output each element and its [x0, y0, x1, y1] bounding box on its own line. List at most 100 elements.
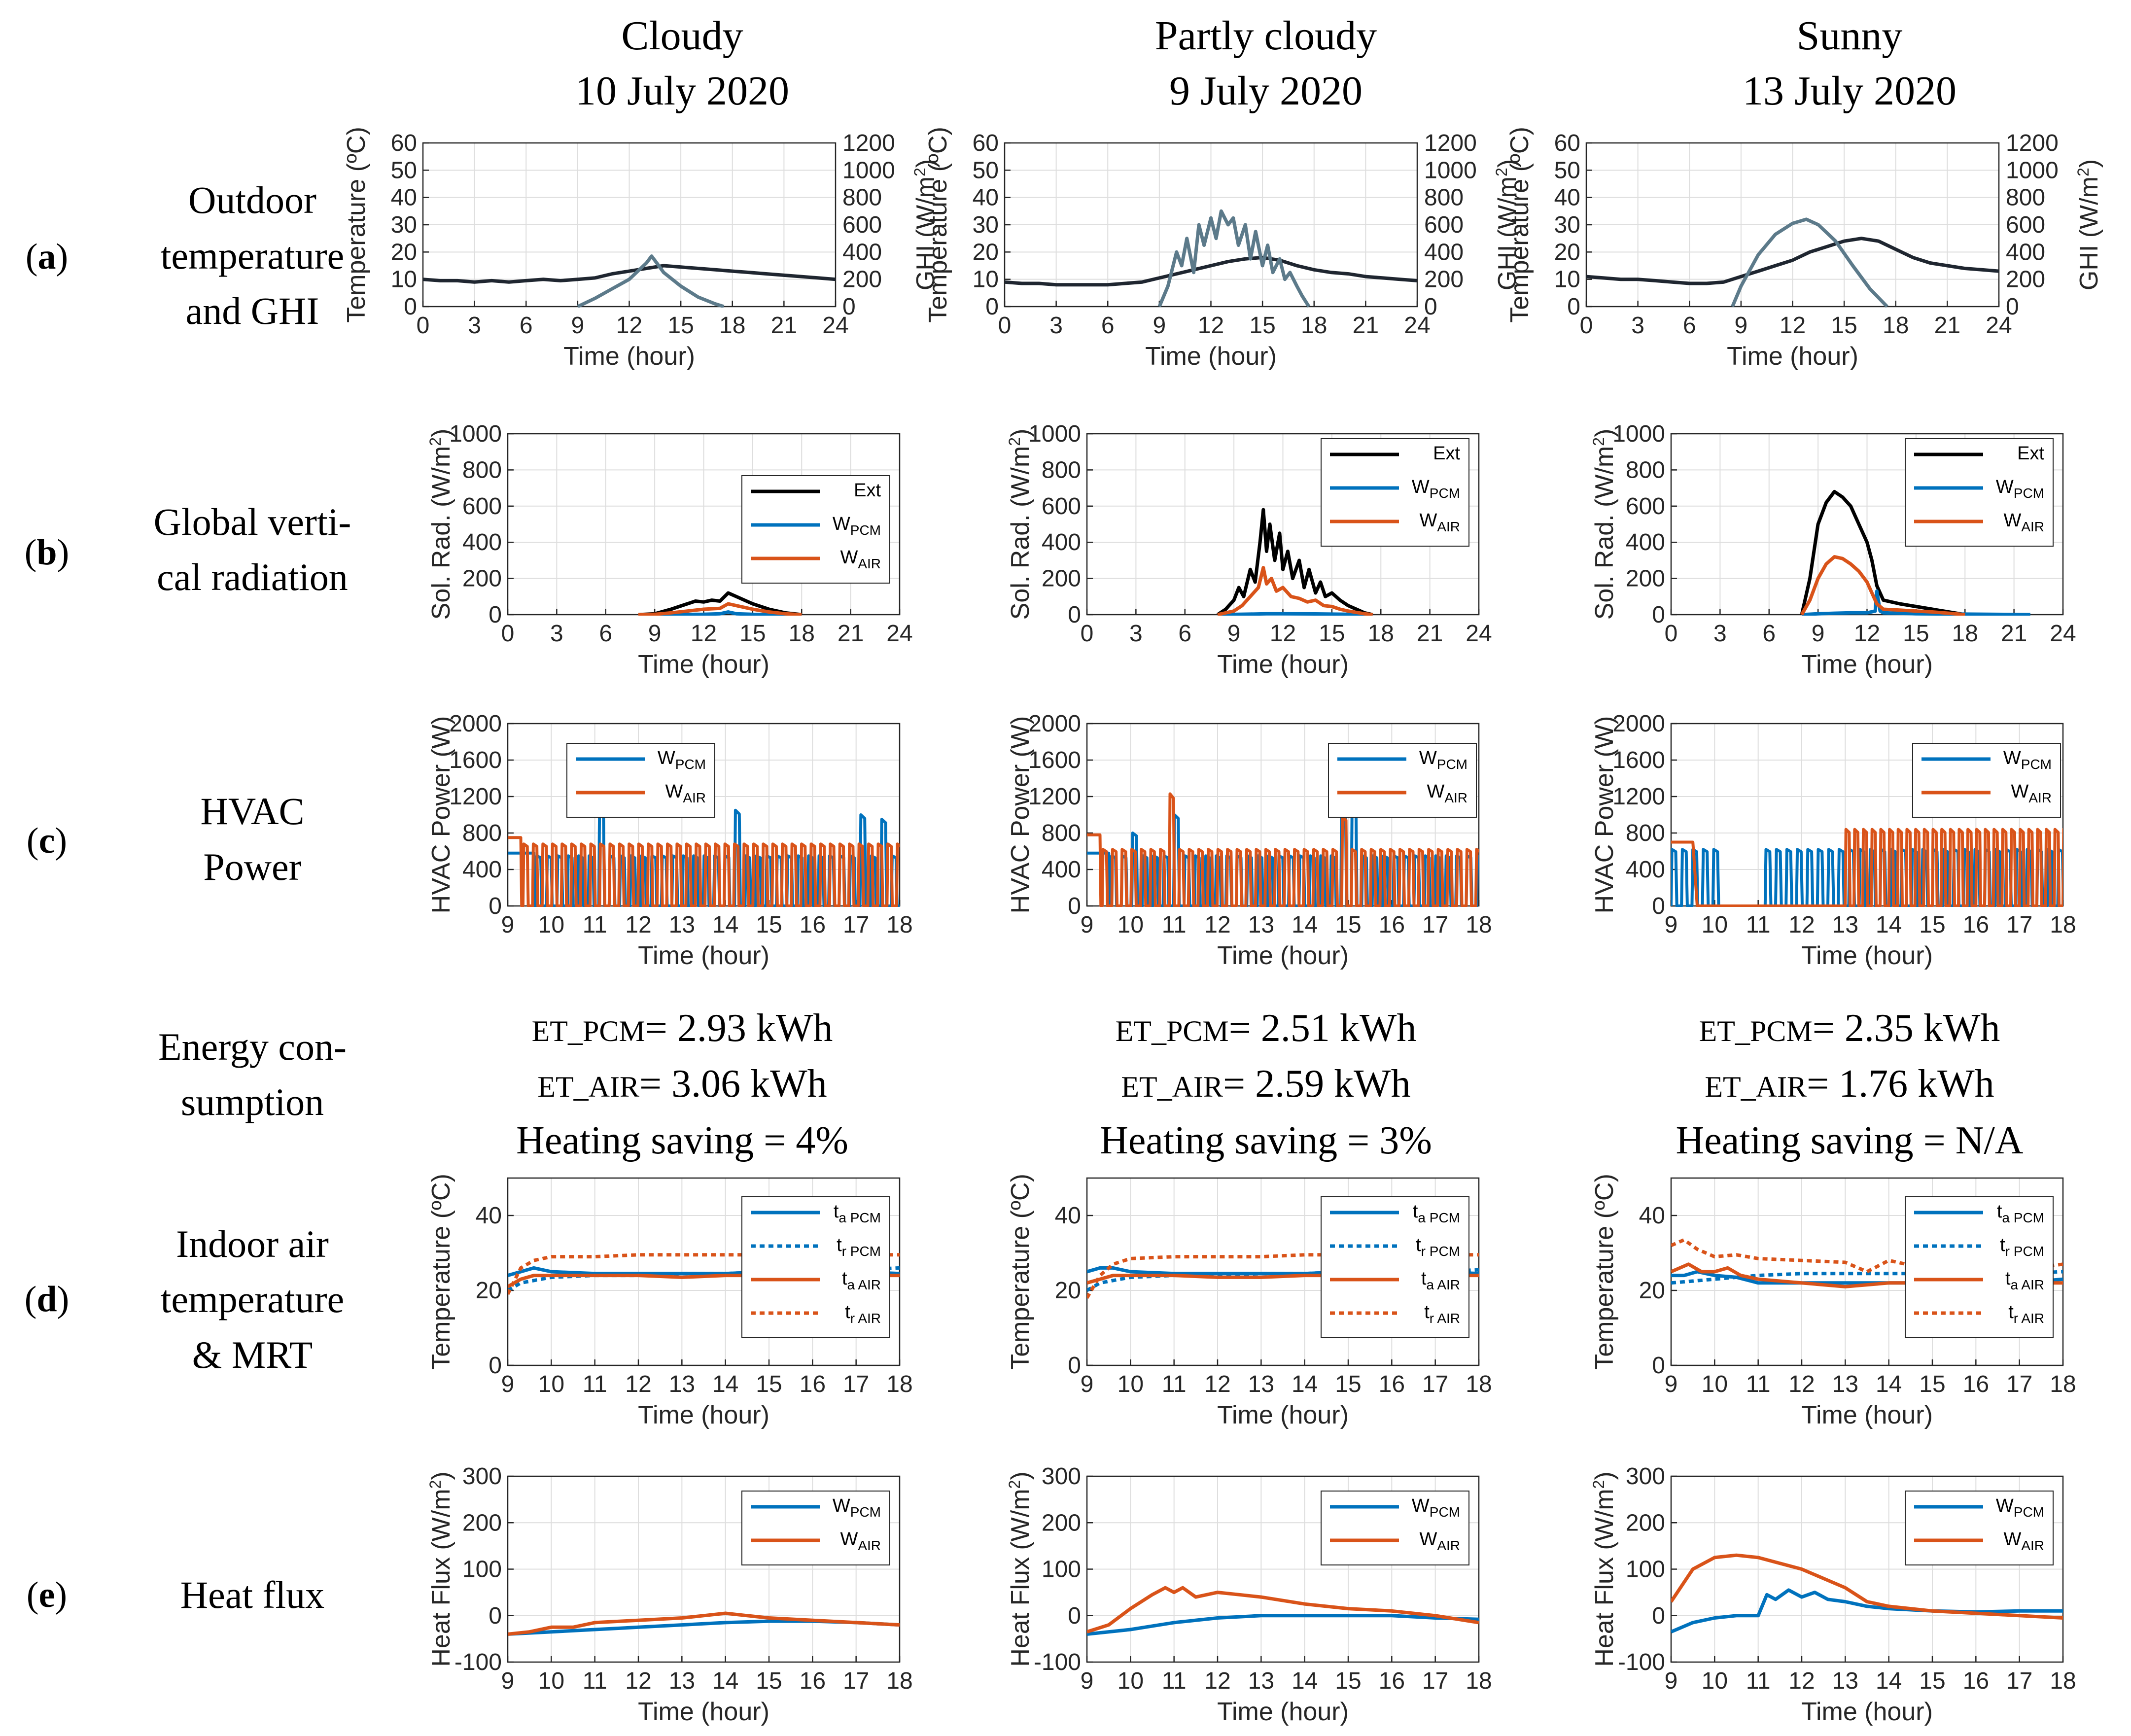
- y2-axis-label: GHI (W/m2): [1493, 159, 1522, 290]
- energy-air-cloudy: ET_AIR= 3.06 kWh: [537, 1062, 827, 1106]
- x-axis-label: Time (hour): [638, 650, 769, 679]
- y-label-sup: 2: [1590, 437, 1607, 446]
- x-tick-label: 18: [1368, 621, 1394, 647]
- x-tick-label: 24: [1404, 312, 1430, 339]
- x-tick-label: 24: [2050, 621, 2076, 647]
- x-tick-label: 10: [538, 1371, 564, 1397]
- y-tick-label: 20: [1554, 239, 1580, 265]
- legend-main: W: [665, 781, 683, 802]
- y-label-text: Heat Flux (W/m: [1006, 1489, 1035, 1667]
- y-axis-label: HVAC Power (W): [1590, 716, 1619, 914]
- y2-label-text: GHI (W/m: [1493, 176, 1522, 290]
- x-tick-label: 16: [800, 1668, 826, 1694]
- series-line-ext: [638, 591, 802, 616]
- series-line-wpcm: [1087, 1614, 1479, 1636]
- legend-label-wpcm: WPCM: [833, 514, 881, 538]
- y-tick-label: 0: [489, 893, 502, 919]
- row-label-c-line2: Power: [203, 845, 301, 888]
- y-tick-label: 20: [1639, 1278, 1665, 1304]
- y-tick-label: 800: [1626, 457, 1665, 483]
- x-tick-label: 21: [771, 312, 797, 339]
- y-tick-label: 1000: [449, 421, 502, 447]
- x-tick-label: 18: [1952, 621, 1978, 647]
- y-tick-label: 100: [462, 1557, 502, 1583]
- y2-tick-label: 0: [842, 294, 856, 320]
- x-tick-label: 16: [800, 1371, 826, 1397]
- y-tick-label: 800: [1042, 820, 1081, 846]
- x-tick-label: 13: [669, 912, 695, 938]
- y-tick-label: 0: [1068, 1353, 1081, 1379]
- x-tick-label: 17: [1422, 1668, 1448, 1694]
- x-tick-label: 11: [583, 1668, 607, 1694]
- y-tick-label: 800: [1042, 457, 1081, 483]
- energy-air-label: ET_AIR: [1121, 1071, 1223, 1103]
- legend-sub: PCM: [2014, 486, 2044, 501]
- x-tick-label: 16: [1963, 1668, 1989, 1694]
- y2-tick-label: 200: [1424, 267, 1464, 293]
- y-tick-label: -100: [1034, 1649, 1081, 1675]
- legend-label-ta-pcm: ta PCM: [1997, 1201, 2044, 1225]
- series-line-wpcm: [1217, 612, 1373, 616]
- y-tick-label: -100: [1618, 1649, 1665, 1675]
- y-tick-label: 1000: [1028, 421, 1081, 447]
- x-tick-label: 6: [1762, 621, 1776, 647]
- legend-label-tr-air: tr AIR: [1424, 1302, 1460, 1326]
- x-tick-label: 13: [1832, 1668, 1858, 1694]
- y-tick-label: 20: [973, 239, 999, 265]
- row-label-d-line3: & MRT: [192, 1333, 313, 1376]
- legend-main: t: [1416, 1235, 1421, 1255]
- legend-sub: AIR: [1444, 790, 1467, 805]
- x-tick-label: 16: [800, 912, 826, 938]
- y2-tick-label: 400: [1424, 239, 1464, 265]
- x-tick-label: 9: [501, 1371, 515, 1397]
- x-tick-label: 24: [822, 312, 848, 339]
- y2-tick-label: 600: [842, 212, 882, 238]
- y-tick-label: 40: [1554, 185, 1580, 211]
- chart-d-panel-1: 9 10 11 12 13 14 15 16 17 18 0 20 40 Time (hour) Tempe…: [427, 1174, 913, 1429]
- x-tick-label: 11: [1746, 1668, 1771, 1694]
- chart-e-panel-1: 9 10 11 12 13 14 15 16 17 18 -100 0 100 200 300 Time (h…: [426, 1463, 913, 1726]
- row-label-a-line1: Outdoor: [188, 178, 316, 221]
- y-tick-label: 2000: [449, 711, 502, 737]
- x-axis-label: Time (hour): [1801, 650, 1933, 679]
- x-tick-label: 16: [1379, 1371, 1405, 1397]
- legend-sub: r AIR: [850, 1311, 881, 1326]
- y-tick-label: 400: [1626, 529, 1665, 556]
- x-tick-label: 12: [616, 312, 642, 339]
- x-tick-label: 12: [1788, 1668, 1815, 1694]
- x-tick-label: 9: [1081, 1668, 1094, 1694]
- y-tick-label: 40: [391, 185, 417, 211]
- legend-sub: PCM: [850, 522, 881, 538]
- row-tags: (a) (b) (c) (d) (e): [25, 237, 69, 1615]
- y-tick-label: 200: [1042, 1510, 1081, 1536]
- y-tick-label: 0: [404, 294, 417, 320]
- column-condition-sunny: Sunny: [1797, 13, 1903, 59]
- row-tag-d: (d): [25, 1279, 69, 1319]
- x-axis-label: Time (hour): [638, 1698, 769, 1726]
- x-tick-label: 15: [756, 1371, 782, 1397]
- row-label-c-line1: HVAC: [201, 790, 305, 833]
- legend-label-tr-pcm: tr PCM: [1416, 1235, 1460, 1259]
- legend-main: W: [2003, 748, 2021, 768]
- x-axis-label: Time (hour): [1727, 342, 1858, 371]
- legend-sub: a AIR: [1427, 1277, 1460, 1292]
- x-tick-label: 13: [1248, 1668, 1274, 1694]
- series-line-wair: [1217, 566, 1373, 616]
- plot-frame: [507, 1177, 901, 1366]
- y-tick-label: 200: [1042, 566, 1081, 592]
- x-tick-label: 11: [1162, 1371, 1187, 1397]
- x-tick-label: 18: [2050, 1668, 2076, 1694]
- y-label-close: ): [1590, 1471, 1619, 1480]
- x-tick-label: 0: [1081, 621, 1094, 647]
- y-tick-label: 400: [1042, 529, 1081, 556]
- row-label-b-line1: Global verti-: [154, 500, 351, 543]
- row-label-a-line3: and GHI: [186, 289, 319, 332]
- x-tick-label: 9: [1081, 1371, 1094, 1397]
- legend-label-wpcm: WPCM: [1412, 477, 1460, 501]
- y-tick-label: 200: [1626, 566, 1665, 592]
- legend-main: t: [1421, 1268, 1427, 1289]
- chart-d-panel-2: 9 10 11 12 13 14 15 16 17 18 0 20 40 Time (hour) Tempe…: [1006, 1174, 1492, 1429]
- legend-sub: r PCM: [842, 1244, 881, 1259]
- x-tick-label: 17: [2006, 1371, 2032, 1397]
